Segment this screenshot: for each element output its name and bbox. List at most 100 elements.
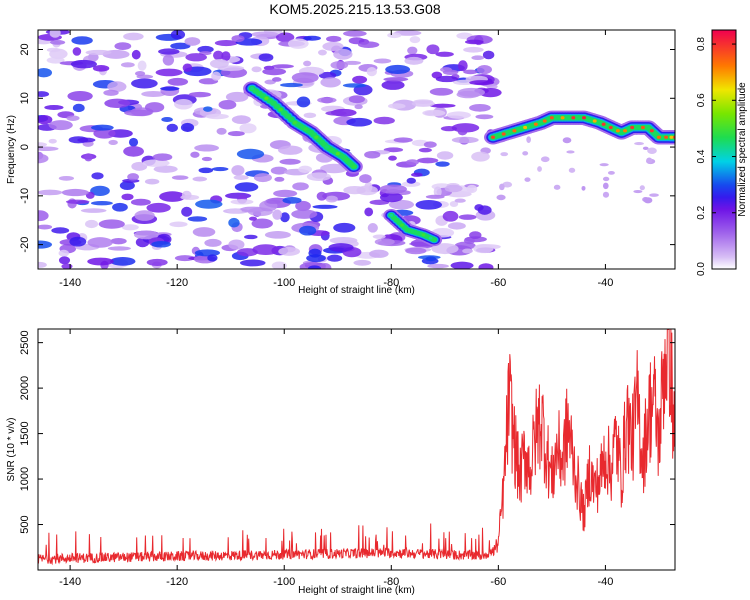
noise-blob: [275, 32, 295, 43]
noise-blob: [107, 81, 127, 92]
noise-blob: [383, 77, 409, 82]
noise-blob: [48, 138, 57, 144]
noise-blob: [423, 141, 437, 148]
noise-blob: [553, 184, 561, 190]
noise-blob: [209, 59, 229, 69]
noise-blob: [325, 110, 347, 116]
noise-blob: [422, 109, 446, 117]
noise-blob: [537, 166, 542, 172]
noise-blob: [401, 181, 421, 187]
noise-blob: [271, 64, 294, 69]
noise-blob: [108, 139, 118, 146]
noise-blob: [61, 263, 73, 269]
ridge: [383, 208, 443, 247]
ridge-peak: [549, 116, 554, 120]
noise-blob: [602, 191, 610, 198]
noise-blob: [69, 236, 87, 247]
noise-blob: [231, 35, 245, 43]
y-tick-label: -20: [19, 237, 31, 253]
noise-blob: [296, 96, 311, 108]
noise-blob: [436, 151, 454, 160]
noise-blob: [182, 63, 193, 73]
ridge-peak: [264, 96, 269, 100]
noise-blob: [204, 238, 222, 247]
noise-blob: [211, 71, 222, 81]
y-axis-label: Frequency (Hz): [6, 115, 17, 184]
noise-blob: [227, 208, 242, 214]
noise-blob: [51, 227, 70, 234]
noise-blob: [161, 116, 173, 123]
noise-blob: [38, 240, 53, 249]
noise-blob: [418, 147, 432, 153]
noise-blob: [91, 124, 114, 131]
noise-blob: [87, 237, 113, 248]
y-tick-label: 2500: [19, 330, 31, 354]
noise-blob: [203, 106, 213, 112]
noise-blob: [198, 167, 214, 174]
noise-blob: [144, 102, 165, 113]
noise-blob: [383, 147, 404, 153]
noise-blob: [426, 44, 440, 55]
y-tick-label: 2000: [19, 376, 31, 400]
noise-blob: [166, 123, 178, 132]
ridge-peak: [501, 132, 506, 136]
ridge-peak: [278, 108, 283, 112]
noise-blob: [231, 165, 245, 176]
noise-blob: [343, 60, 362, 65]
noise-blob: [475, 114, 494, 120]
ridge-peak: [649, 129, 654, 133]
noise-blob: [469, 103, 491, 112]
noise-blob: [466, 184, 478, 194]
noise-blob: [192, 227, 216, 237]
noise-blob: [464, 39, 484, 45]
noise-blob: [429, 87, 454, 96]
noise-blob: [359, 174, 372, 184]
noise-blob: [326, 254, 343, 262]
noise-blob: [479, 87, 502, 98]
noise-blob: [312, 204, 338, 209]
noise-blob: [346, 117, 373, 127]
noise-blob: [66, 115, 80, 121]
ridge-peak: [630, 125, 635, 130]
noise-blob: [234, 182, 259, 192]
noise-blob: [38, 91, 50, 98]
noise-blob: [146, 258, 168, 267]
noise-blob: [295, 200, 311, 212]
noise-blob: [218, 99, 237, 110]
noise-blob: [473, 244, 494, 254]
noise-blob: [343, 30, 367, 37]
noise-blob: [427, 263, 449, 269]
noise-blob: [159, 191, 186, 202]
noise-blob: [152, 153, 173, 161]
noise-blob: [306, 172, 331, 181]
noise-blob: [239, 259, 266, 267]
noise-blob: [469, 231, 482, 240]
noise-blob: [405, 247, 427, 255]
noise-blob: [364, 181, 373, 193]
ridge-peak: [592, 119, 597, 123]
noise-blob: [442, 210, 459, 222]
noise-blob: [435, 75, 459, 83]
noise-blob: [114, 42, 132, 50]
noise-blob: [291, 209, 318, 219]
ridge-peak: [571, 116, 576, 120]
noise-blob: [316, 191, 327, 201]
noise-blob: [639, 185, 645, 191]
x-tick-label: -120: [166, 277, 188, 289]
ridge-peak: [351, 164, 356, 169]
noise-blob: [415, 199, 443, 210]
noise-blob: [174, 255, 195, 262]
noise-blob: [248, 216, 257, 221]
noise-blob: [233, 175, 249, 180]
noise-blob: [144, 178, 160, 185]
ridge-peak: [344, 158, 349, 162]
noise-blob: [264, 231, 291, 239]
noise-blob: [308, 265, 322, 269]
noise-blob: [184, 37, 201, 46]
noise-blob: [207, 254, 218, 262]
figure-title: KOM5.2025.215.13.53.G08: [269, 1, 440, 17]
noise-blob: [58, 175, 75, 181]
noise-blob: [326, 35, 342, 43]
noise-blob: [192, 176, 208, 182]
